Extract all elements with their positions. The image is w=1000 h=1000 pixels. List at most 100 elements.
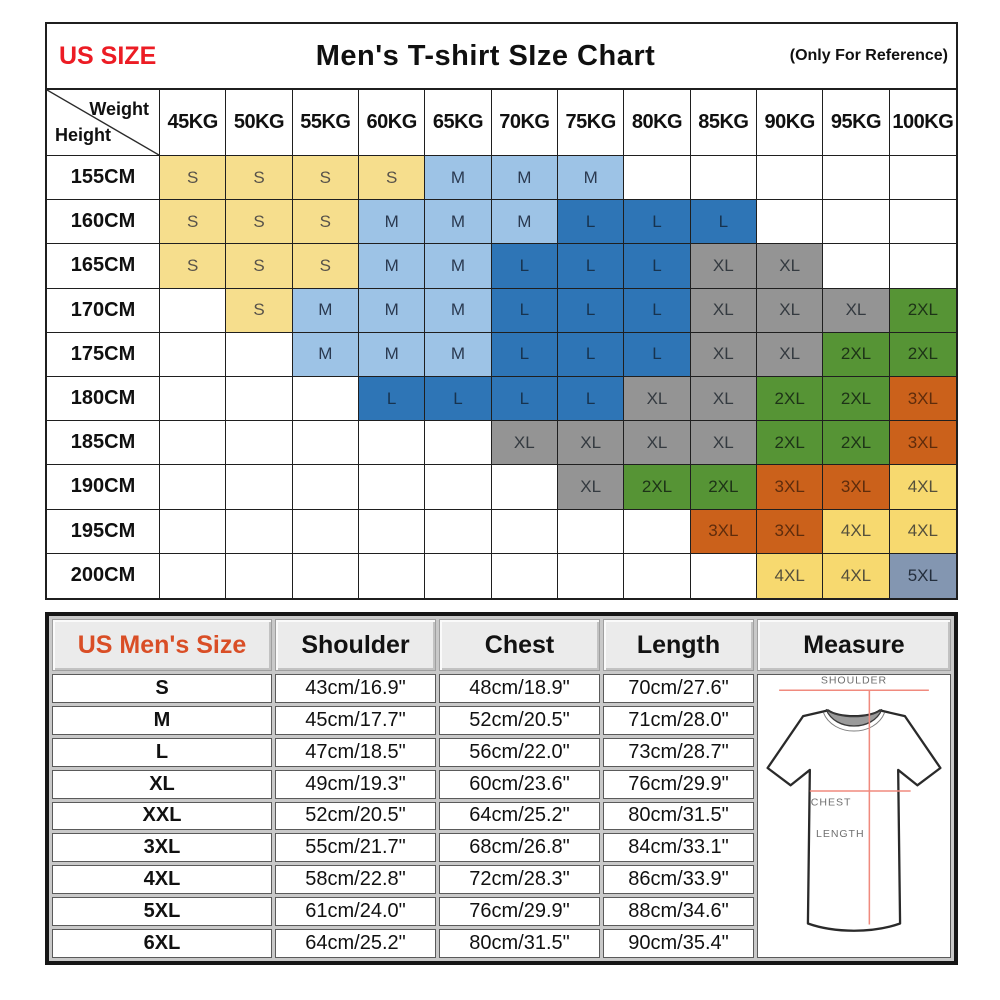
size-cell-190cm-90kg: 3XL <box>757 465 824 510</box>
size-cell-165cm-90kg: XL <box>757 244 824 289</box>
weight-header-55kg: 55KG <box>292 90 359 156</box>
measurement-value: 71cm/28.0" <box>603 705 754 735</box>
weight-header-90kg: 90KG <box>757 90 824 156</box>
size-cell-165cm-75kg: L <box>558 244 625 289</box>
size-cell-185cm-65kg <box>425 421 492 466</box>
size-cell-165cm-45kg: S <box>160 244 227 289</box>
size-cell-180cm-100kg: 3XL <box>889 377 956 422</box>
corner-height-label: Height <box>55 125 111 145</box>
height-label-190cm: 190CM <box>47 465 160 510</box>
measurement-value: 55cm/21.7" <box>275 833 436 863</box>
size-cell-175cm-90kg: XL <box>757 332 824 377</box>
size-cell-190cm-100kg: 4XL <box>889 465 956 510</box>
size-cell-160cm-60kg: M <box>359 200 426 245</box>
corner-weight-label: Weight <box>89 99 149 119</box>
length-label: LENGTH <box>816 828 865 840</box>
size-cell-160cm-55kg: S <box>292 200 359 245</box>
weight-header-95kg: 95KG <box>823 90 890 156</box>
column-header-length: Length <box>603 619 754 671</box>
size-cell-160cm-85kg: L <box>690 200 757 245</box>
measurement-value: 61cm/24.0" <box>275 897 436 927</box>
measurement-value: 86cm/33.9" <box>603 865 754 895</box>
chest-label: CHEST <box>811 796 852 808</box>
size-cell-160cm-90kg <box>757 200 824 245</box>
size-cell-155cm-70kg: M <box>491 156 558 201</box>
size-cell-170cm-55kg: M <box>292 288 359 333</box>
size-cell-200cm-85kg <box>690 553 757 598</box>
weight-header-45kg: 45KG <box>160 90 227 156</box>
tshirt-measure-diagram: SHOULDER CHEST LENGTH <box>766 675 942 932</box>
measurement-value: 52cm/20.5" <box>439 705 600 735</box>
size-cell-160cm-75kg: L <box>558 200 625 245</box>
size-cell-155cm-75kg: M <box>558 156 625 201</box>
size-cell-170cm-85kg: XL <box>690 288 757 333</box>
size-cell-165cm-65kg: M <box>425 244 492 289</box>
size-cell-195cm-80kg <box>624 509 691 554</box>
size-cell-155cm-95kg <box>823 156 890 201</box>
measurement-value: 88cm/34.6" <box>603 897 754 927</box>
size-cell-185cm-60kg <box>359 421 426 466</box>
size-cell-170cm-60kg: M <box>359 288 426 333</box>
height-label-160cm: 160CM <box>47 200 160 245</box>
measurement-table: US Men's Size Shoulder Chest Length Measure S… <box>45 612 958 965</box>
size-cell-165cm-60kg: M <box>359 244 426 289</box>
size-cell-170cm-45kg <box>160 288 227 333</box>
weight-header-50kg: 50KG <box>226 90 293 156</box>
size-cell-180cm-95kg: 2XL <box>823 377 890 422</box>
size-row-label-l: L <box>52 737 272 767</box>
size-cell-165cm-50kg: S <box>226 244 293 289</box>
diagonal-divider-line <box>47 90 159 155</box>
size-cell-195cm-85kg: 3XL <box>690 509 757 554</box>
height-label-200cm: 200CM <box>47 553 160 598</box>
size-cell-160cm-50kg: S <box>226 200 293 245</box>
size-cell-185cm-50kg <box>226 421 293 466</box>
size-cell-175cm-100kg: 2XL <box>889 332 956 377</box>
size-cell-180cm-50kg <box>226 377 293 422</box>
measurement-value: 90cm/35.4" <box>603 929 754 958</box>
size-cell-200cm-95kg: 4XL <box>823 553 890 598</box>
size-cell-185cm-95kg: 2XL <box>823 421 890 466</box>
size-cell-190cm-85kg: 2XL <box>690 465 757 510</box>
size-cell-195cm-90kg: 3XL <box>757 509 824 554</box>
size-cell-170cm-75kg: L <box>558 288 625 333</box>
size-cell-165cm-85kg: XL <box>690 244 757 289</box>
size-cell-185cm-85kg: XL <box>690 421 757 466</box>
size-cell-180cm-85kg: XL <box>690 377 757 422</box>
size-cell-155cm-90kg <box>757 156 824 201</box>
size-cell-190cm-65kg <box>425 465 492 510</box>
size-cell-165cm-100kg <box>889 244 956 289</box>
size-cell-155cm-55kg: S <box>292 156 359 201</box>
page-title: Men's T-shirt SIze Chart <box>315 39 656 72</box>
size-cell-195cm-70kg <box>491 509 558 554</box>
size-row-label-5xl: 5XL <box>52 897 272 927</box>
column-header-shoulder: Shoulder <box>275 619 436 671</box>
measurement-value: 49cm/19.3" <box>275 769 436 799</box>
column-header-us-men-s-size: US Men's Size <box>52 619 272 671</box>
size-cell-200cm-65kg <box>425 553 492 598</box>
size-cell-185cm-90kg: 2XL <box>757 421 824 466</box>
measurement-value: 76cm/29.9" <box>439 897 600 927</box>
height-label-170cm: 170CM <box>47 288 160 333</box>
size-cell-170cm-65kg: M <box>425 288 492 333</box>
size-cell-200cm-45kg <box>160 553 227 598</box>
size-cell-200cm-100kg: 5XL <box>889 553 956 598</box>
size-cell-195cm-45kg <box>160 509 227 554</box>
matrix-corner-cell: Weight Height <box>47 90 160 156</box>
size-cell-190cm-70kg <box>491 465 558 510</box>
size-cell-170cm-80kg: L <box>624 288 691 333</box>
size-row-label-3xl: 3XL <box>52 833 272 863</box>
size-cell-185cm-70kg: XL <box>491 421 558 466</box>
size-cell-200cm-80kg <box>624 553 691 598</box>
size-cell-170cm-50kg: S <box>226 288 293 333</box>
size-cell-200cm-90kg: 4XL <box>757 553 824 598</box>
title-bar: US SIZE Men's T-shirt SIze Chart (Only F… <box>47 24 956 90</box>
size-row-label-xxl: XXL <box>52 801 272 831</box>
size-cell-155cm-65kg: M <box>425 156 492 201</box>
size-cell-155cm-100kg <box>889 156 956 201</box>
size-cell-160cm-70kg: M <box>491 200 558 245</box>
measurement-value: 76cm/29.9" <box>603 769 754 799</box>
measurement-value: 48cm/18.9" <box>439 674 600 703</box>
size-cell-155cm-50kg: S <box>226 156 293 201</box>
size-cell-165cm-80kg: L <box>624 244 691 289</box>
